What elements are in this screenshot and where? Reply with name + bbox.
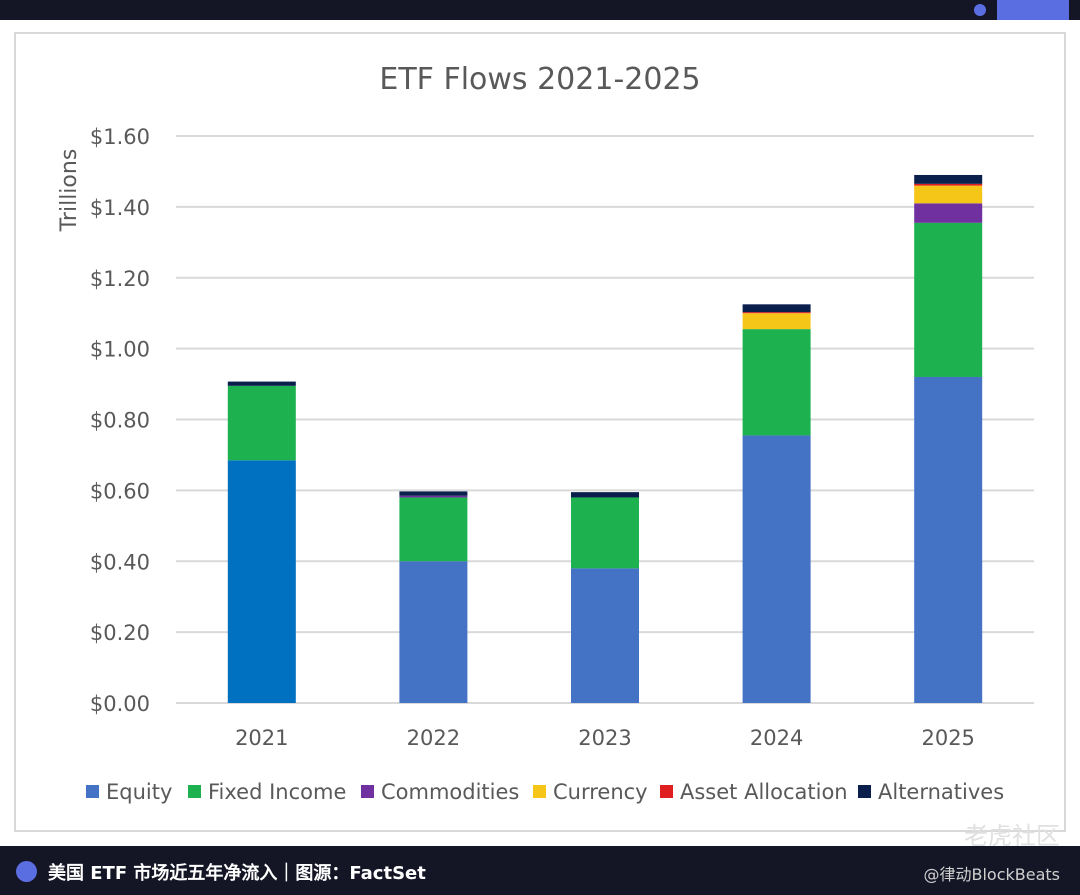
bar-2021-alternatives: [227, 381, 296, 386]
y-tick-label: $1.60: [90, 125, 150, 149]
x-tick-labels: 2021 2022 2023 2024 2025: [235, 726, 975, 750]
top-tab: [997, 0, 1069, 20]
y-tick-label: $1.00: [90, 338, 150, 362]
bars: [227, 174, 983, 703]
bar-2021-fixed-income: [227, 385, 296, 461]
watermark: 老虎社区: [964, 822, 1060, 850]
bar-2025-equity: [914, 376, 983, 703]
bar-2025-alternatives: [914, 174, 983, 184]
bar-2023-fixed-income: [571, 497, 639, 569]
bar-2024-alternatives: [742, 304, 811, 313]
bar-2024-currency: [742, 313, 811, 330]
bar-2022-fixed-income: [399, 497, 468, 562]
bar-2025-currency: [914, 185, 983, 204]
gridlines: [176, 135, 1034, 704]
y-tick-label: $1.20: [90, 267, 150, 291]
legend-label-alternatives: Alternatives: [878, 780, 1004, 804]
bar-2024-equity: [742, 435, 811, 703]
bar-2023-alternatives: [571, 492, 639, 498]
bar-2024-asset-allocation: [742, 312, 811, 314]
etf-flows-chart: ETF Flows 2021-2025 Trillions $0.00 $0.20…: [57, 62, 1034, 804]
top-bar: [0, 0, 1080, 20]
legend-swatch-alternatives: [858, 785, 871, 798]
y-axis-label: Trillions: [57, 149, 82, 233]
bar-2021-equity: [227, 460, 296, 703]
bar-2025-asset-allocation: [914, 183, 983, 186]
bar-2022-alternatives: [399, 491, 468, 496]
legend-label-equity: Equity: [106, 780, 172, 804]
legend-label-commodities: Commodities: [381, 780, 519, 804]
x-tick-label: 2021: [235, 726, 288, 750]
legend-label-asset-allocation: Asset Allocation: [680, 780, 848, 804]
image-caption: 美国 ETF 市场近五年净流入｜图源：FactSet: [48, 863, 426, 884]
legend-label-currency: Currency: [553, 780, 648, 804]
bar-2023-equity: [571, 568, 639, 703]
caption-bar: 美国 ETF 市场近五年净流入｜图源：FactSet @律动BlockBeats: [0, 846, 1080, 895]
bar-2025-commodities: [914, 203, 983, 223]
caption-dot-icon: [16, 861, 37, 882]
legend-swatch-commodities: [361, 785, 374, 798]
legend-swatch-asset-allocation: [660, 785, 673, 798]
legend: Equity Fixed Income Commodities Currency Ass…: [86, 780, 1004, 804]
legend-swatch-fixed-income: [188, 785, 201, 798]
credit-text: @律动BlockBeats: [923, 865, 1060, 884]
x-tick-label: 2022: [407, 726, 460, 750]
top-dot-icon: [974, 4, 986, 16]
y-tick-labels: $0.00 $0.20 $0.40 $0.60 $0.80 $1.00 $1.20 $1.40…: [90, 125, 150, 716]
bar-2025-fixed-income: [914, 222, 983, 377]
x-tick-label: 2025: [921, 726, 974, 750]
page: ETF Flows 2021-2025 Trillions $0.00 $0.20…: [0, 20, 1080, 850]
bar-2022-commodities: [399, 495, 468, 498]
y-tick-label: $0.00: [90, 692, 150, 716]
chart-frame: ETF Flows 2021-2025 Trillions $0.00 $0.20…: [14, 32, 1066, 832]
bar-2022-equity: [399, 561, 468, 703]
x-tick-label: 2023: [578, 726, 631, 750]
y-tick-label: $1.40: [90, 196, 150, 220]
legend-swatch-equity: [86, 785, 99, 798]
bar-2024-fixed-income: [742, 329, 811, 436]
legend-swatch-currency: [533, 785, 546, 798]
y-tick-label: $0.20: [90, 621, 150, 645]
chart-title: ETF Flows 2021-2025: [379, 62, 700, 97]
y-tick-label: $0.40: [90, 550, 150, 574]
y-tick-label: $0.60: [90, 479, 150, 503]
y-tick-label: $0.80: [90, 409, 150, 433]
x-tick-label: 2024: [750, 726, 803, 750]
legend-label-fixed-income: Fixed Income: [208, 780, 346, 804]
